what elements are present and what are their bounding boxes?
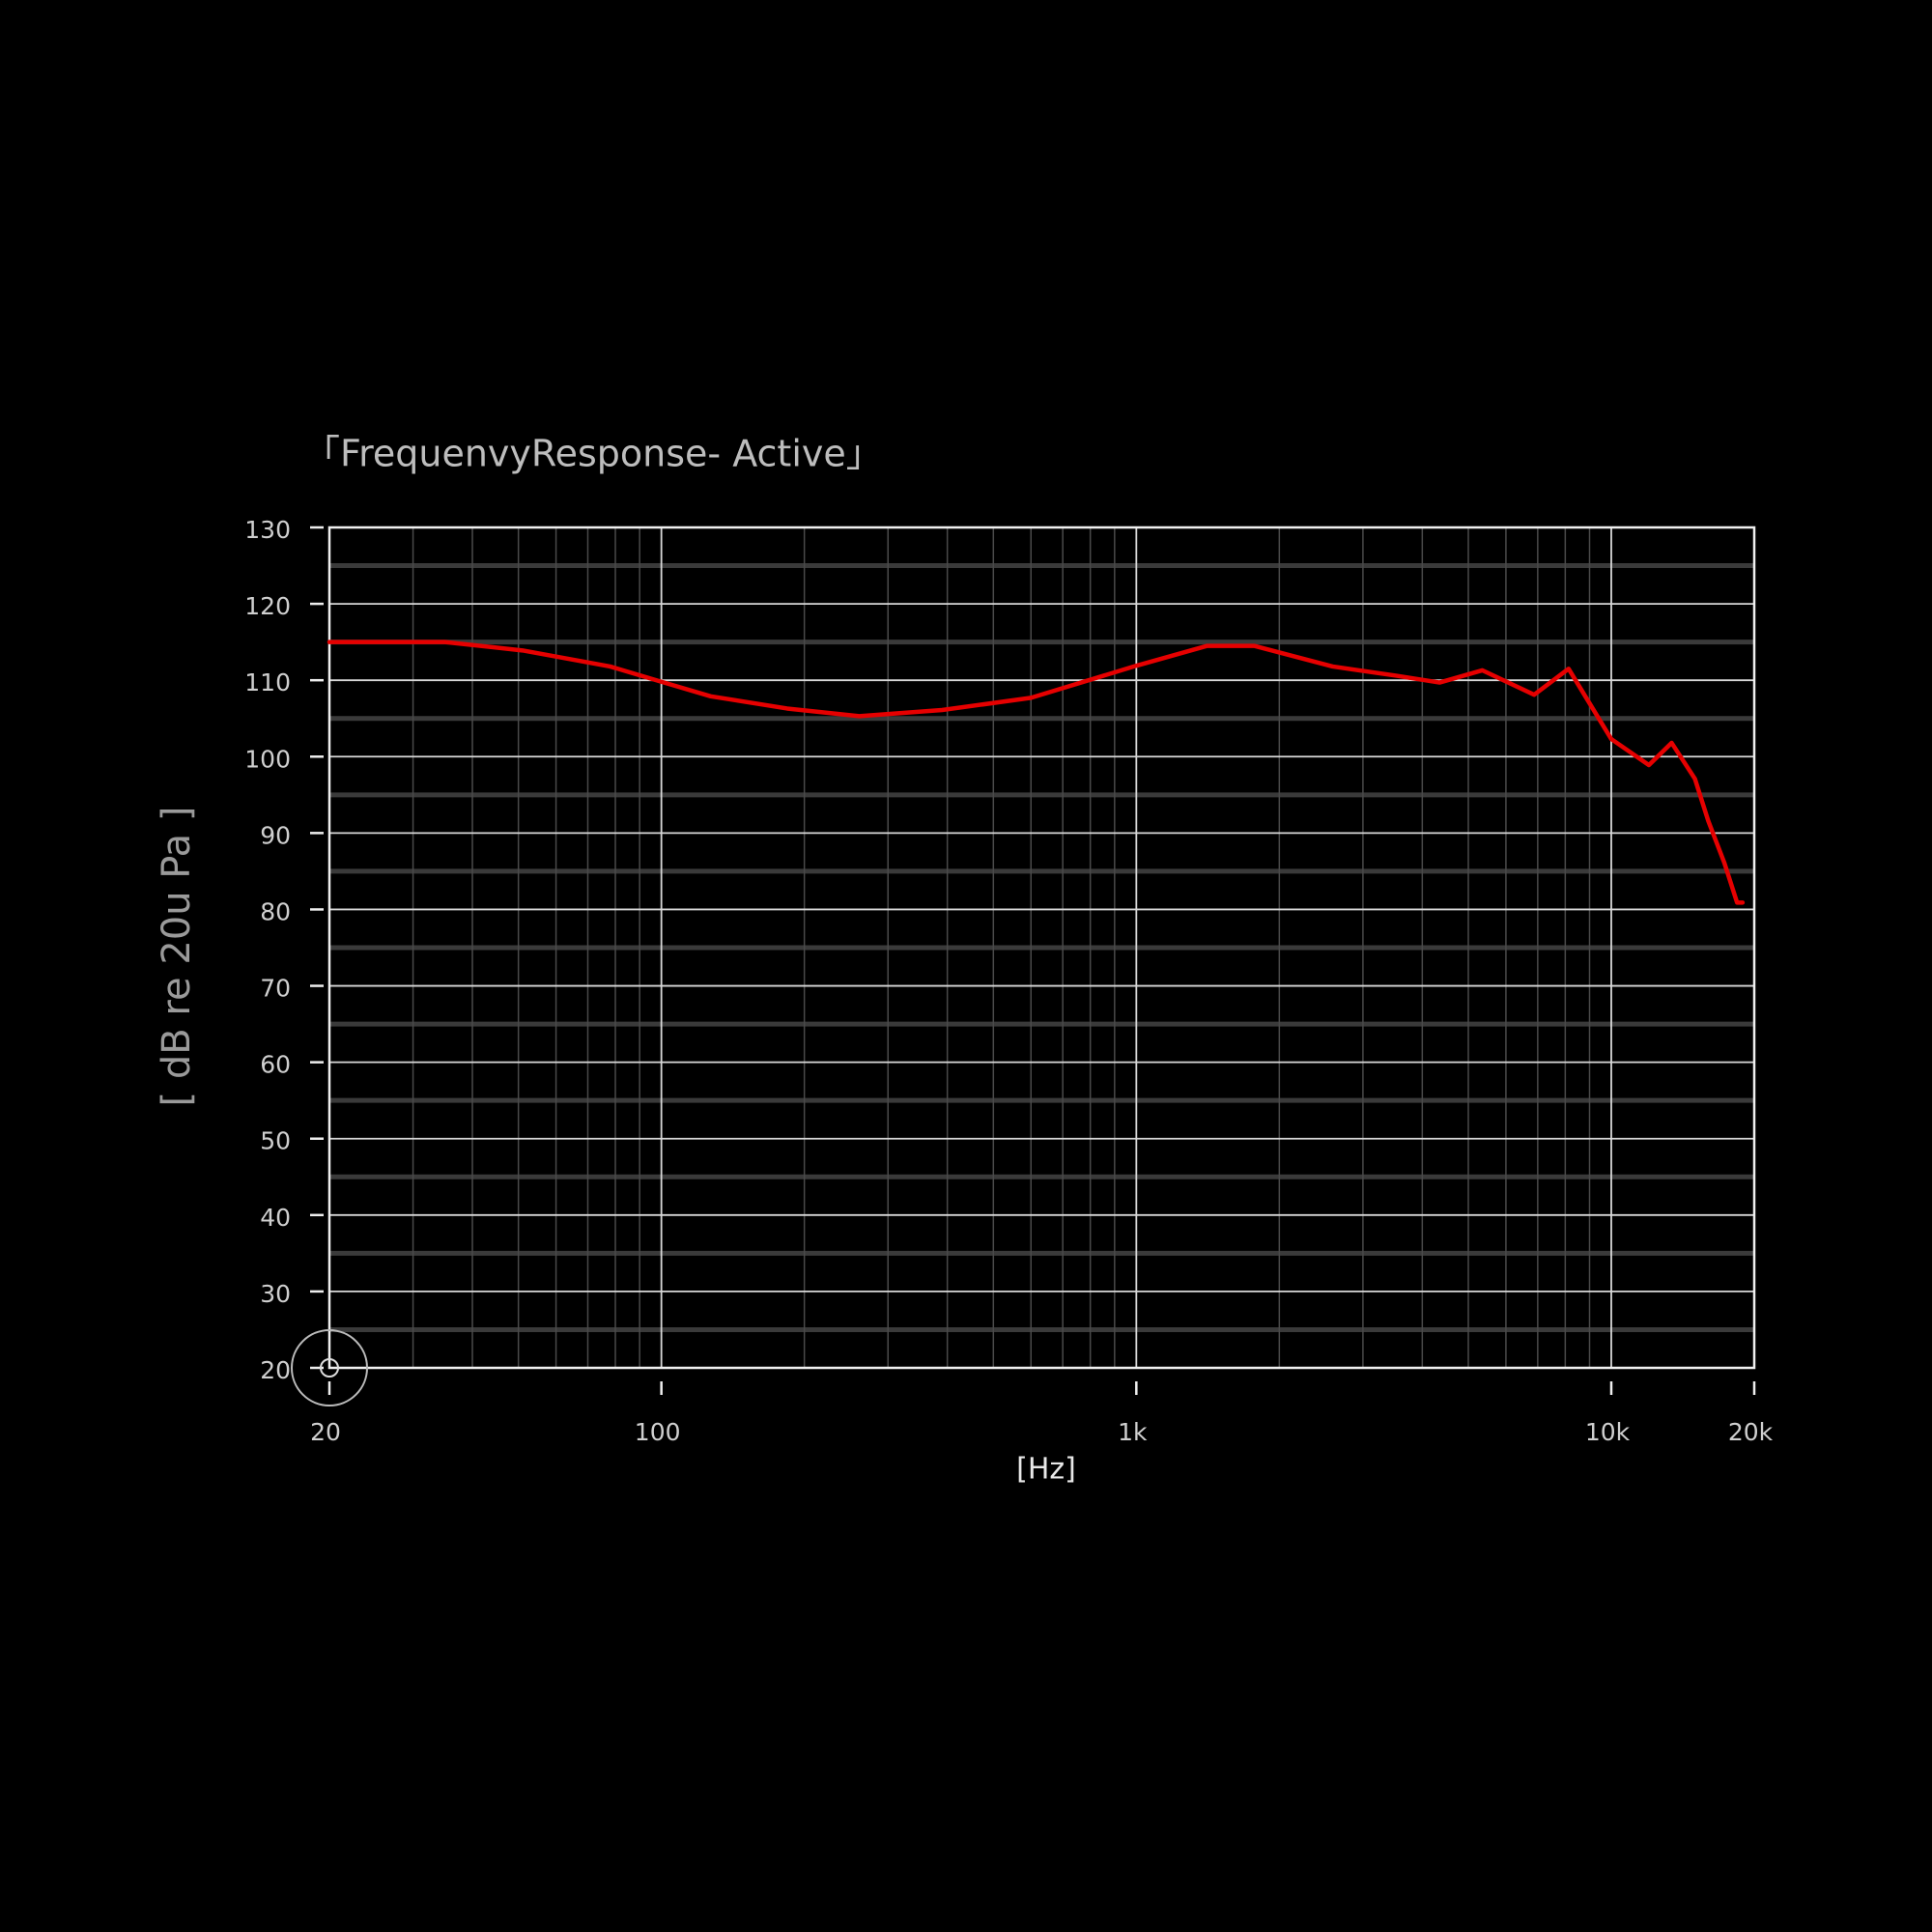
x-tick-label: 10k — [1585, 1418, 1631, 1446]
x-tick-label: 20 — [310, 1418, 341, 1446]
response-line — [327, 639, 1746, 905]
origin-marker-dot — [320, 1358, 339, 1378]
x-tick-label: 20k — [1728, 1418, 1774, 1446]
y-tick-label: 100 — [244, 745, 291, 773]
x-axis-label: [Hz] — [1016, 1453, 1076, 1487]
y-tick-label: 20 — [260, 1356, 291, 1384]
x-tick-label: 1k — [1118, 1418, 1148, 1446]
y-tick-label: 40 — [260, 1204, 291, 1232]
chart-title: 「FrequenvyResponse- Active」 — [303, 433, 883, 475]
plot-frame — [327, 526, 1756, 1370]
y-tick-label: 50 — [260, 1127, 291, 1155]
y-tick-label: 60 — [260, 1051, 291, 1079]
origin-marker — [291, 1329, 368, 1406]
y-tick-label: 120 — [244, 592, 291, 620]
y-tick-label: 130 — [244, 516, 291, 544]
y-tick-label: 80 — [260, 897, 291, 925]
x-tick-label: 100 — [635, 1418, 681, 1446]
y-tick-label: 110 — [244, 668, 291, 696]
y-tick-label: 70 — [260, 975, 291, 1003]
y-tick-label: 30 — [260, 1280, 291, 1308]
y-axis-label: [ dB re 20u Pa ] — [155, 807, 199, 1107]
y-tick-label: 90 — [260, 821, 291, 849]
